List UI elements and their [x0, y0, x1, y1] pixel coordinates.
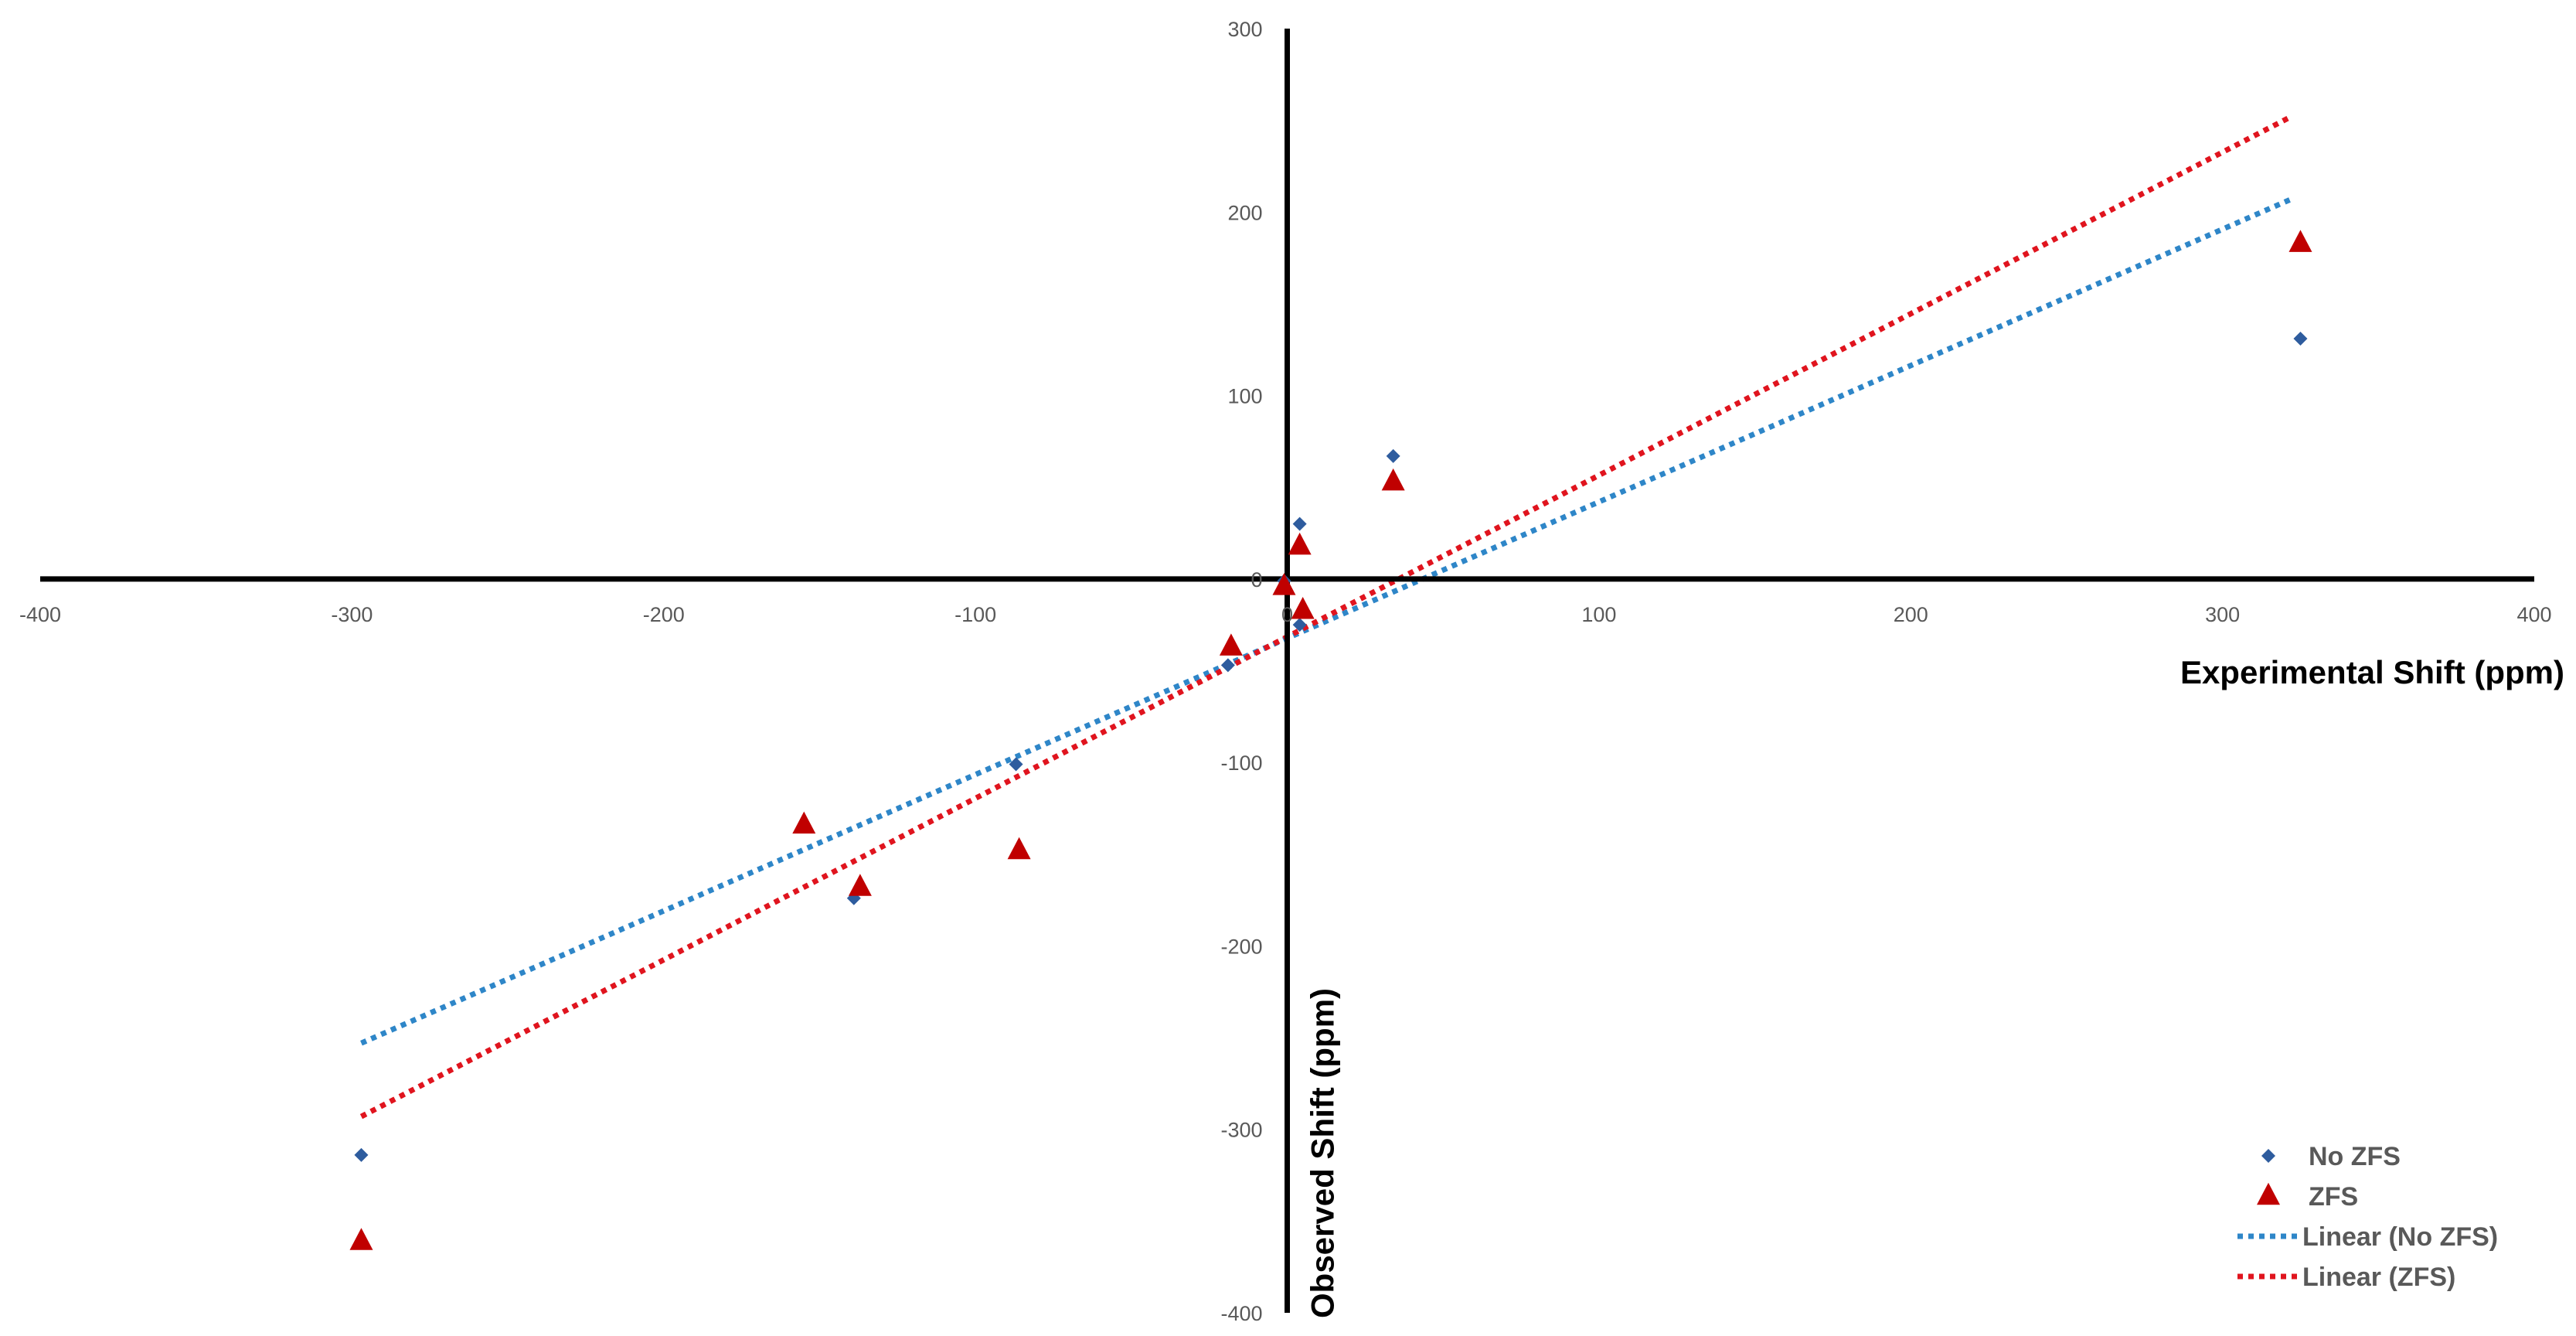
legend-label: Linear (No ZFS) — [2302, 1222, 2498, 1252]
data-point — [1291, 596, 1315, 619]
x-tick-label: 300 — [2205, 603, 2240, 626]
legend-item: ZFS — [2257, 1182, 2358, 1212]
data-point — [2288, 230, 2312, 252]
x-tick-label: -100 — [955, 603, 996, 626]
legend-item: No ZFS — [2261, 1142, 2401, 1171]
legend-marker — [2257, 1182, 2280, 1205]
x-tick-label: -200 — [643, 603, 685, 626]
trendline — [359, 114, 2292, 1120]
axes-layer — [40, 29, 2534, 1313]
x-tick-label: 0 — [1281, 603, 1293, 626]
legend-item: Linear (No ZFS) — [2237, 1222, 2498, 1252]
legend: No ZFS ZFS Linear (No ZFS) Linear (ZFS) — [2237, 1142, 2498, 1292]
y-tick-label: 0 — [1251, 568, 1262, 591]
data-point — [1219, 633, 1243, 656]
data-points-layer — [349, 230, 2312, 1250]
x-tick-label: 200 — [1894, 603, 1928, 626]
data-point — [1220, 658, 1235, 673]
data-point — [1292, 618, 1307, 632]
data-point — [792, 811, 816, 834]
trendline-layer — [359, 114, 2292, 1120]
x-tick-label: -400 — [19, 603, 61, 626]
legend-marker — [2261, 1149, 2275, 1163]
data-point — [1386, 448, 1400, 463]
data-point — [349, 1228, 373, 1250]
data-point — [848, 874, 872, 896]
y-tick-labels: -400 -300 -200 -100 0 100 200 300 — [1220, 18, 1262, 1325]
x-axis-title: Experimental Shift (ppm) — [2180, 654, 2564, 690]
data-point — [1272, 573, 1296, 595]
y-tick-label: 100 — [1227, 385, 1262, 408]
legend-label: ZFS — [2309, 1182, 2358, 1212]
y-tick-label: 200 — [1227, 201, 1262, 224]
x-tick-label: 400 — [2516, 603, 2551, 626]
trendline — [360, 196, 2292, 1046]
data-point — [1381, 468, 1405, 491]
legend-item: Linear (ZFS) — [2237, 1263, 2455, 1292]
data-point — [1292, 516, 1307, 531]
data-point — [2293, 332, 2308, 346]
y-tick-label: -100 — [1220, 752, 1262, 775]
x-tick-label: -300 — [331, 603, 373, 626]
data-point — [1009, 757, 1023, 772]
y-tick-label: 300 — [1227, 18, 1262, 41]
x-tick-labels: -400 -300 -200 -100 0 100 200 300 400 — [19, 603, 2552, 626]
y-tick-label: -300 — [1220, 1119, 1262, 1142]
legend-label: No ZFS — [2309, 1142, 2401, 1171]
data-point — [1288, 532, 1312, 555]
y-axis-title: Observed Shift (ppm) — [1305, 988, 1341, 1318]
y-tick-label: -200 — [1220, 935, 1262, 958]
y-tick-label: -400 — [1220, 1302, 1262, 1325]
data-point — [354, 1147, 369, 1162]
legend-label: Linear (ZFS) — [2302, 1263, 2455, 1292]
data-point — [1007, 837, 1031, 860]
x-tick-label: 100 — [1581, 603, 1616, 626]
